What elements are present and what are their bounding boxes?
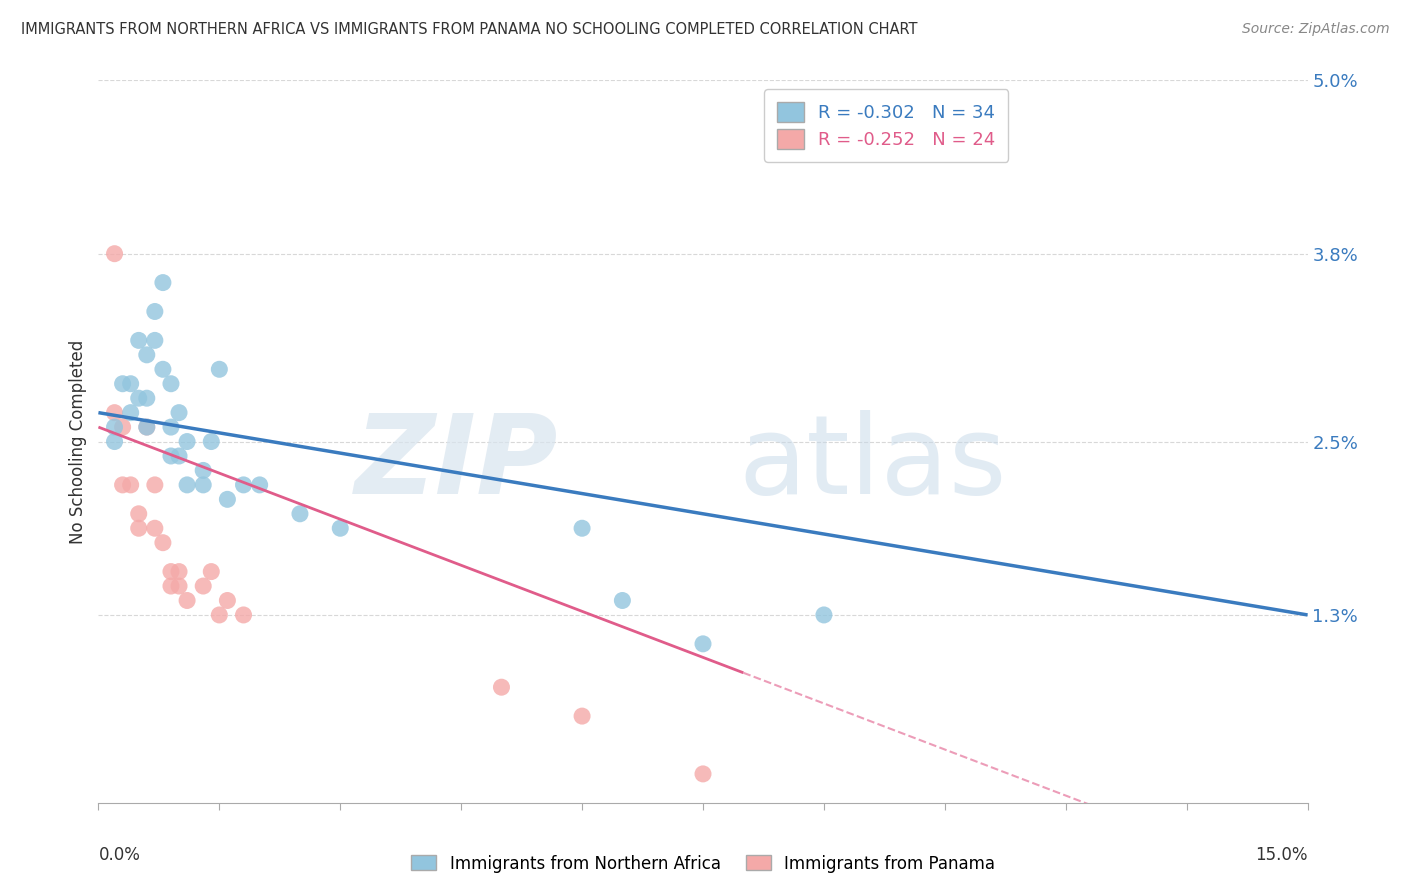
Point — [232, 607, 254, 622]
Point — [152, 362, 174, 376]
Point — [135, 391, 157, 405]
Text: ZIP: ZIP — [354, 409, 558, 516]
Point — [813, 607, 835, 622]
Point — [176, 593, 198, 607]
Point — [193, 579, 215, 593]
Text: IMMIGRANTS FROM NORTHERN AFRICA VS IMMIGRANTS FROM PANAMA NO SCHOOLING COMPLETED: IMMIGRANTS FROM NORTHERN AFRICA VS IMMIG… — [21, 22, 918, 37]
Point — [167, 449, 190, 463]
Point — [167, 406, 190, 420]
Point — [232, 478, 254, 492]
Point — [111, 420, 134, 434]
Point — [208, 362, 231, 376]
Point — [103, 434, 125, 449]
Text: 0.0%: 0.0% — [98, 847, 141, 864]
Point — [692, 637, 714, 651]
Point — [111, 376, 134, 391]
Legend: Immigrants from Northern Africa, Immigrants from Panama: Immigrants from Northern Africa, Immigra… — [405, 848, 1001, 880]
Point — [217, 593, 239, 607]
Point — [217, 492, 239, 507]
Point — [176, 478, 198, 492]
Point — [160, 420, 183, 434]
Point — [200, 434, 222, 449]
Point — [612, 593, 634, 607]
Point — [128, 521, 150, 535]
Legend: R = -0.302   N = 34, R = -0.252   N = 24: R = -0.302 N = 34, R = -0.252 N = 24 — [765, 89, 1008, 161]
Y-axis label: No Schooling Completed: No Schooling Completed — [69, 340, 87, 543]
Point — [143, 521, 166, 535]
Point — [160, 376, 183, 391]
Point — [128, 334, 150, 348]
Text: Source: ZipAtlas.com: Source: ZipAtlas.com — [1241, 22, 1389, 37]
Point — [128, 507, 150, 521]
Point — [111, 478, 134, 492]
Point — [692, 767, 714, 781]
Point — [103, 420, 125, 434]
Point — [208, 607, 231, 622]
Point — [120, 376, 142, 391]
Point — [193, 463, 215, 477]
Point — [103, 246, 125, 260]
Point — [152, 276, 174, 290]
Point — [160, 579, 183, 593]
Point — [167, 579, 190, 593]
Point — [571, 521, 593, 535]
Point — [329, 521, 352, 535]
Point — [120, 478, 142, 492]
Point — [120, 406, 142, 420]
Point — [571, 709, 593, 723]
Point — [176, 434, 198, 449]
Point — [143, 334, 166, 348]
Point — [135, 420, 157, 434]
Point — [152, 535, 174, 549]
Point — [128, 391, 150, 405]
Point — [135, 348, 157, 362]
Point — [167, 565, 190, 579]
Point — [143, 478, 166, 492]
Point — [288, 507, 311, 521]
Point — [193, 478, 215, 492]
Point — [135, 420, 157, 434]
Point — [491, 680, 513, 694]
Point — [249, 478, 271, 492]
Point — [160, 449, 183, 463]
Text: 15.0%: 15.0% — [1256, 847, 1308, 864]
Point — [103, 406, 125, 420]
Text: atlas: atlas — [738, 409, 1007, 516]
Point — [160, 565, 183, 579]
Point — [200, 565, 222, 579]
Point — [143, 304, 166, 318]
